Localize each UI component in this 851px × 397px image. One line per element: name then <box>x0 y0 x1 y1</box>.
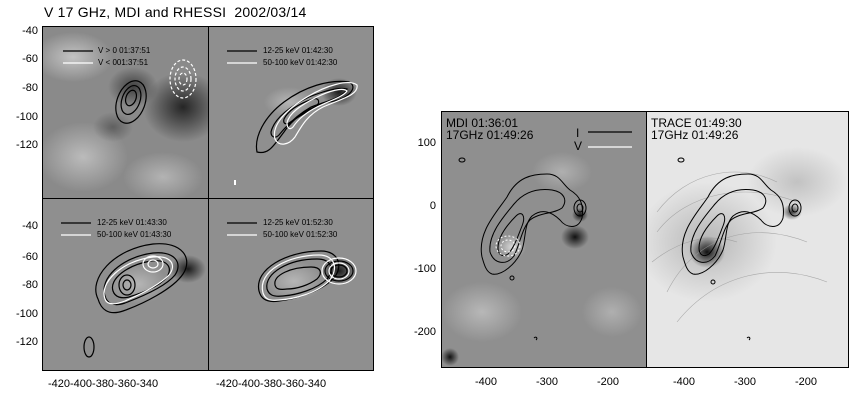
y-tick-label: -60 <box>22 251 38 263</box>
x-tick-labels-right: -420-400-380-360-340 <box>216 378 327 390</box>
contour-black <box>458 157 587 341</box>
y-tick-label: -100 <box>413 263 436 275</box>
contour-black <box>255 80 354 154</box>
panel-bottom-right: 12-25 keV 01:52:30 50-100 keV 01:52:30 <box>208 198 374 371</box>
figure-title: V 17 GHz, MDI and RHESSI 2002/03/14 <box>44 4 307 20</box>
legend-white-label: 50-100 keV 01:52:30 <box>263 230 338 239</box>
y-tick-label: -80 <box>22 82 38 94</box>
contour-black <box>258 250 354 303</box>
mdi-magnetogram-image <box>442 112 646 367</box>
y-tick-label: -100 <box>15 111 38 123</box>
y-tick-label: -200 <box>413 326 436 338</box>
contour-white <box>261 254 357 301</box>
trace-17ghz-label: 17GHz 01:49:26 <box>651 128 739 142</box>
contour-white-dashed <box>495 235 521 257</box>
y-tick-label: -120 <box>15 336 38 348</box>
y-tick-label: 0 <box>429 200 436 212</box>
y-tick-label: 100 <box>417 137 436 149</box>
contour-black <box>677 157 802 341</box>
legend-white-label: 50-100 keV 01:43:30 <box>97 230 172 239</box>
rhessi-overlay-image <box>43 199 208 370</box>
coronal-loops <box>651 171 828 323</box>
x-tick-label: -200 <box>794 376 818 388</box>
legend-white-label: V < 001:37:51 <box>98 58 149 67</box>
panel-bottom-left: 12-25 keV 01:43:30 50-100 keV 01:43:30 <box>42 198 209 371</box>
panel-trace: TRACE 01:49:30 17GHz 01:49:26 <box>646 111 849 368</box>
y-tick-label: -40 <box>22 25 38 37</box>
panel-mdi: MDI 01:36:01 17GHz 01:49:26 I V <box>441 111 647 368</box>
mdi-magnetogram-image <box>43 27 208 198</box>
legend-black-label: 12-25 keV 01:42:30 <box>263 46 333 55</box>
y-tick-label: -60 <box>22 53 38 65</box>
y-tick-label: -120 <box>15 139 38 151</box>
trace-time-label: TRACE 01:49:30 <box>651 116 742 130</box>
contour-black <box>115 80 147 124</box>
marker <box>234 180 236 185</box>
panel-top-right: 12-25 keV 01:42:30 50-100 keV 01:42:30 <box>208 26 374 199</box>
legend-white-label: 50-100 keV 01:42:30 <box>263 58 338 67</box>
panel-top-left: V > 0 01:37:51 V < 001:37:51 <box>42 26 209 199</box>
trace-euv-image <box>647 112 848 367</box>
mdi-time-label: MDI 01:36:01 <box>446 116 519 130</box>
legend-black-label: 12-25 keV 01:43:30 <box>97 218 167 227</box>
x-tick-label: -200 <box>596 376 620 388</box>
y-tick-label: -40 <box>22 220 38 232</box>
legend-i-label: I <box>576 126 580 140</box>
contour-white-dashed <box>169 59 197 99</box>
x-tick-label: -400 <box>474 376 498 388</box>
y-tick-label: -100 <box>15 308 38 320</box>
y-tick-label: -80 <box>22 279 38 291</box>
rhessi-overlay-image <box>209 199 373 370</box>
x-tick-label: -300 <box>733 376 757 388</box>
legend-v-label: V <box>574 139 583 153</box>
rhessi-overlay-image <box>209 27 373 198</box>
contour-white <box>273 82 358 145</box>
mdi-17ghz-label: 17GHz 01:49:26 <box>446 128 534 142</box>
legend-black-label: V > 0 01:37:51 <box>98 46 151 55</box>
contour-white <box>103 255 174 305</box>
legend-black-label: 12-25 keV 01:52:30 <box>263 218 333 227</box>
x-tick-label: -300 <box>535 376 559 388</box>
x-tick-labels-left: -420-400-380-360-340 <box>48 378 159 390</box>
x-tick-label: -400 <box>672 376 696 388</box>
